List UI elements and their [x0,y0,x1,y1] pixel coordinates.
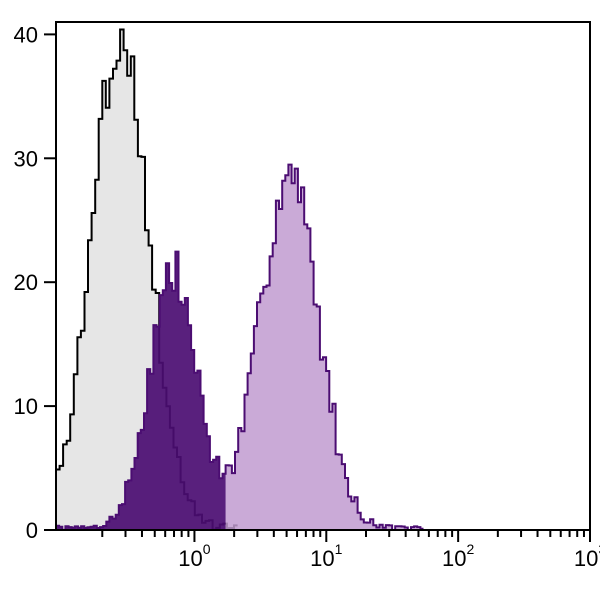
y-tick-label: 20 [14,270,38,295]
x-tick-label: 100 [178,541,210,571]
y-tick-label: 40 [14,22,38,47]
y-tick-label: 10 [14,394,38,419]
sample-histogram-fill-right [226,165,424,530]
x-tick-label: 103 [574,541,600,571]
y-tick-label: 30 [14,146,38,171]
x-tick-label: 102 [442,541,474,571]
x-tick-label: 101 [310,541,342,571]
y-tick-label: 0 [26,518,38,543]
flow-cytometry-histogram: 0 10 20 30 40 100 101 102 103 [0,0,600,596]
chart-svg: 0 10 20 30 40 100 101 102 103 [0,0,600,596]
